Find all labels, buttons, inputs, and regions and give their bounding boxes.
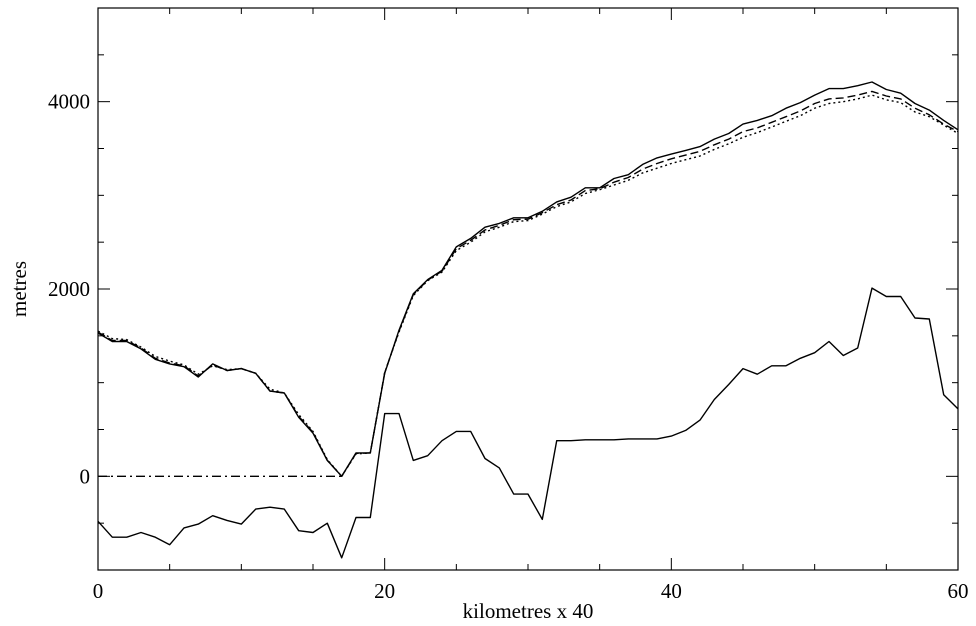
series-layer — [97, 81, 959, 559]
plot-frame — [97, 7, 959, 571]
x-tick-label: 60 — [948, 579, 969, 603]
y-tick-label: 2000 — [48, 277, 90, 301]
x-tick-label: 40 — [661, 579, 682, 603]
y-tick-label: 4000 — [48, 90, 90, 114]
series-line-5-solid — [97, 287, 959, 559]
x-tick-label: 0 — [93, 579, 104, 603]
y-tick-label: 0 — [80, 464, 91, 488]
ticks-layer: 0 20 40 60 0 2000 4000 — [48, 7, 969, 603]
x-tick-label: 20 — [374, 579, 395, 603]
x-axis-label: kilometres x 40 — [463, 599, 594, 623]
series-line-2-dotted — [97, 94, 959, 477]
series-line-1-solid — [97, 81, 959, 477]
y-axis-label: metres — [7, 261, 31, 317]
series-line-3-dashed — [97, 90, 959, 477]
